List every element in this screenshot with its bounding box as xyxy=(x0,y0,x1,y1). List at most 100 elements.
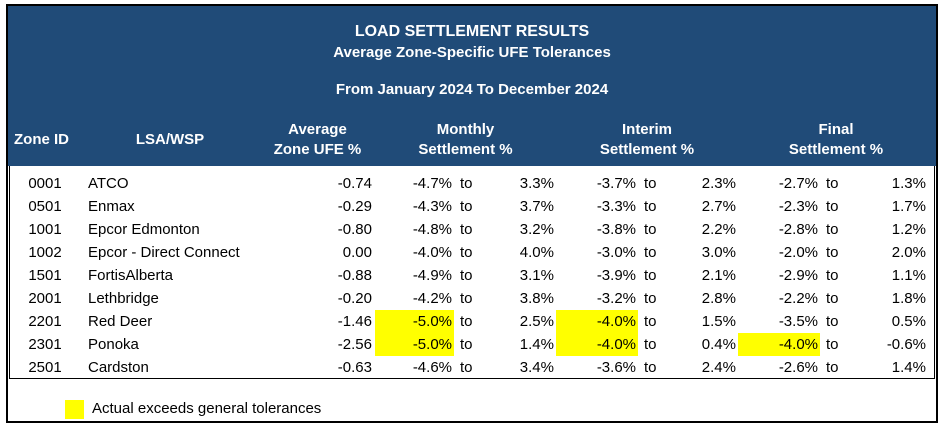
cell-final-high: -0.6% xyxy=(886,336,926,353)
table-row: 0001 ATCO -0.74 -4.7% to 3.3% -3.7% to 2.3% -2.7%… xyxy=(10,172,934,195)
cell-monthly-high: 3.2% xyxy=(519,221,554,238)
column-header-monthly: Monthly Settlement % xyxy=(375,120,556,160)
cell-final-low: -2.8% xyxy=(778,221,818,238)
cell-avg-zone-ufe: -0.74 xyxy=(337,175,372,192)
to-label: to xyxy=(644,221,657,238)
column-header-final-line1: Final xyxy=(818,121,854,138)
to-label: to xyxy=(644,198,657,215)
cell-monthly-high: 3.3% xyxy=(519,175,554,192)
cell-interim-low: -3.2% xyxy=(596,290,636,307)
cell-interim-high: 2.7% xyxy=(701,198,736,215)
cell-zone-id: 0001 xyxy=(28,175,62,192)
to-label: to xyxy=(826,336,839,353)
table-row: 1001 Epcor Edmonton -0.80 -4.8% to 3.2% -3.8% t… xyxy=(10,218,934,241)
cell-zone-id: 1001 xyxy=(28,221,62,238)
cell-final-high: 1.4% xyxy=(891,359,926,376)
column-header-avg-ufe: Average Zone UFE % xyxy=(260,120,375,160)
cell-monthly-high: 4.0% xyxy=(519,244,554,261)
to-label: to xyxy=(644,290,657,307)
cell-lsa-wsp: FortisAlberta xyxy=(88,267,174,284)
cell-avg-zone-ufe: -1.46 xyxy=(337,313,372,330)
cell-final-low: -2.2% xyxy=(778,290,818,307)
column-header-monthly-line2: Settlement % xyxy=(418,141,513,158)
cell-final-low: -2.7% xyxy=(778,175,818,192)
cell-zone-id: 2201 xyxy=(28,313,62,330)
cell-monthly-low: -4.3% xyxy=(412,198,452,215)
report-header: LOAD SETTLEMENT RESULTS Average Zone-Spe… xyxy=(8,6,936,166)
column-header-avg-line2: Zone UFE % xyxy=(273,141,362,158)
to-label: to xyxy=(826,221,839,238)
cell-interim-high: 2.8% xyxy=(701,290,736,307)
table-row: 1002 Epcor - Direct Connect 0.00 -4.0% to 4.0… xyxy=(10,241,934,264)
cell-final-high: 0.5% xyxy=(891,313,926,330)
to-label: to xyxy=(460,267,473,284)
cell-zone-id: 1501 xyxy=(28,267,62,284)
cell-final-low: -2.6% xyxy=(778,359,818,376)
cell-lsa-wsp: Red Deer xyxy=(88,313,153,330)
column-header-final: Final Settlement % xyxy=(738,120,934,160)
legend-label: Actual exceeds general tolerances xyxy=(92,400,322,417)
column-header-monthly-line1: Monthly xyxy=(436,121,495,138)
cell-interim-low: -3.0% xyxy=(596,244,636,261)
legend: Actual exceeds general tolerances xyxy=(8,379,936,421)
table-row: 0501 Enmax -0.29 -4.3% to 3.7% -3.3% to 2.7% -2.3… xyxy=(10,195,934,218)
to-label: to xyxy=(644,244,657,261)
cell-final-high: 2.0% xyxy=(891,244,926,261)
table-row: 2501 Cardston -0.63 -4.6% to 3.4% -3.6% to 2.4% -… xyxy=(10,356,934,378)
cell-avg-zone-ufe: -0.80 xyxy=(337,221,372,238)
cell-final-high: 1.2% xyxy=(891,221,926,238)
cell-zone-id: 2301 xyxy=(28,336,62,353)
cell-interim-high: 3.0% xyxy=(701,244,736,261)
cell-final-low: -2.0% xyxy=(778,244,818,261)
cell-monthly-low: -4.0% xyxy=(412,244,452,261)
to-label: to xyxy=(644,175,657,192)
cell-lsa-wsp: ATCO xyxy=(88,175,129,192)
cell-final-low: -2.9% xyxy=(778,267,818,284)
cell-interim-low: -4.0% xyxy=(556,310,638,333)
report-frame: LOAD SETTLEMENT RESULTS Average Zone-Spe… xyxy=(6,4,938,423)
cell-avg-zone-ufe: -0.29 xyxy=(337,198,372,215)
cell-final-high: 1.1% xyxy=(891,267,926,284)
cell-final-high: 1.3% xyxy=(891,175,926,192)
cell-interim-high: 2.3% xyxy=(701,175,736,192)
to-label: to xyxy=(460,221,473,238)
cell-interim-low: -3.7% xyxy=(596,175,636,192)
cell-monthly-low: -4.7% xyxy=(412,175,452,192)
cell-monthly-high: 1.4% xyxy=(519,336,554,353)
cell-interim-low: -3.9% xyxy=(596,267,636,284)
to-label: to xyxy=(826,359,839,376)
table-row: 2001 Lethbridge -0.20 -4.2% to 3.8% -3.2% to 2.8… xyxy=(10,287,934,310)
cell-monthly-low: -4.6% xyxy=(412,359,452,376)
cell-zone-id: 2001 xyxy=(28,290,62,307)
cell-final-low: -4.0% xyxy=(738,333,820,356)
cell-interim-low: -4.0% xyxy=(556,333,638,356)
to-label: to xyxy=(826,290,839,307)
cell-monthly-low: -5.0% xyxy=(375,310,454,333)
to-label: to xyxy=(826,267,839,284)
cell-final-low: -3.5% xyxy=(778,313,818,330)
table-body: 0001 ATCO -0.74 -4.7% to 3.3% -3.7% to 2.3% -2.7%… xyxy=(9,166,935,379)
cell-lsa-wsp: Ponoka xyxy=(88,336,139,353)
report-period: From January 2024 To December 2024 xyxy=(335,81,609,98)
cell-interim-low: -3.3% xyxy=(596,198,636,215)
to-label: to xyxy=(644,359,657,376)
legend-highlight-swatch xyxy=(65,400,84,419)
cell-zone-id: 2501 xyxy=(28,359,62,376)
table-row: 1501 FortisAlberta -0.88 -4.9% to 3.1% -3.9% to… xyxy=(10,264,934,287)
cell-interim-low: -3.6% xyxy=(596,359,636,376)
column-header-lsa-wsp: LSA/WSP xyxy=(135,131,205,148)
title-block: LOAD SETTLEMENT RESULTS Average Zone-Spe… xyxy=(8,6,936,100)
to-label: to xyxy=(826,244,839,261)
cell-avg-zone-ufe: -2.56 xyxy=(337,336,372,353)
cell-avg-zone-ufe: 0.00 xyxy=(342,244,372,261)
cell-interim-high: 0.4% xyxy=(701,336,736,353)
to-label: to xyxy=(460,198,473,215)
cell-interim-low: -3.8% xyxy=(596,221,636,238)
cell-lsa-wsp: Epcor Edmonton xyxy=(88,221,200,238)
to-label: to xyxy=(826,175,839,192)
cell-monthly-low: -5.0% xyxy=(375,333,454,356)
table-row: 2301 Ponoka -2.56 -5.0% to 1.4% -4.0% to 0.4% -4.… xyxy=(10,333,934,356)
column-header-final-line2: Settlement % xyxy=(788,141,884,158)
to-label: to xyxy=(826,313,839,330)
column-header-zone-id: Zone ID xyxy=(14,131,69,148)
